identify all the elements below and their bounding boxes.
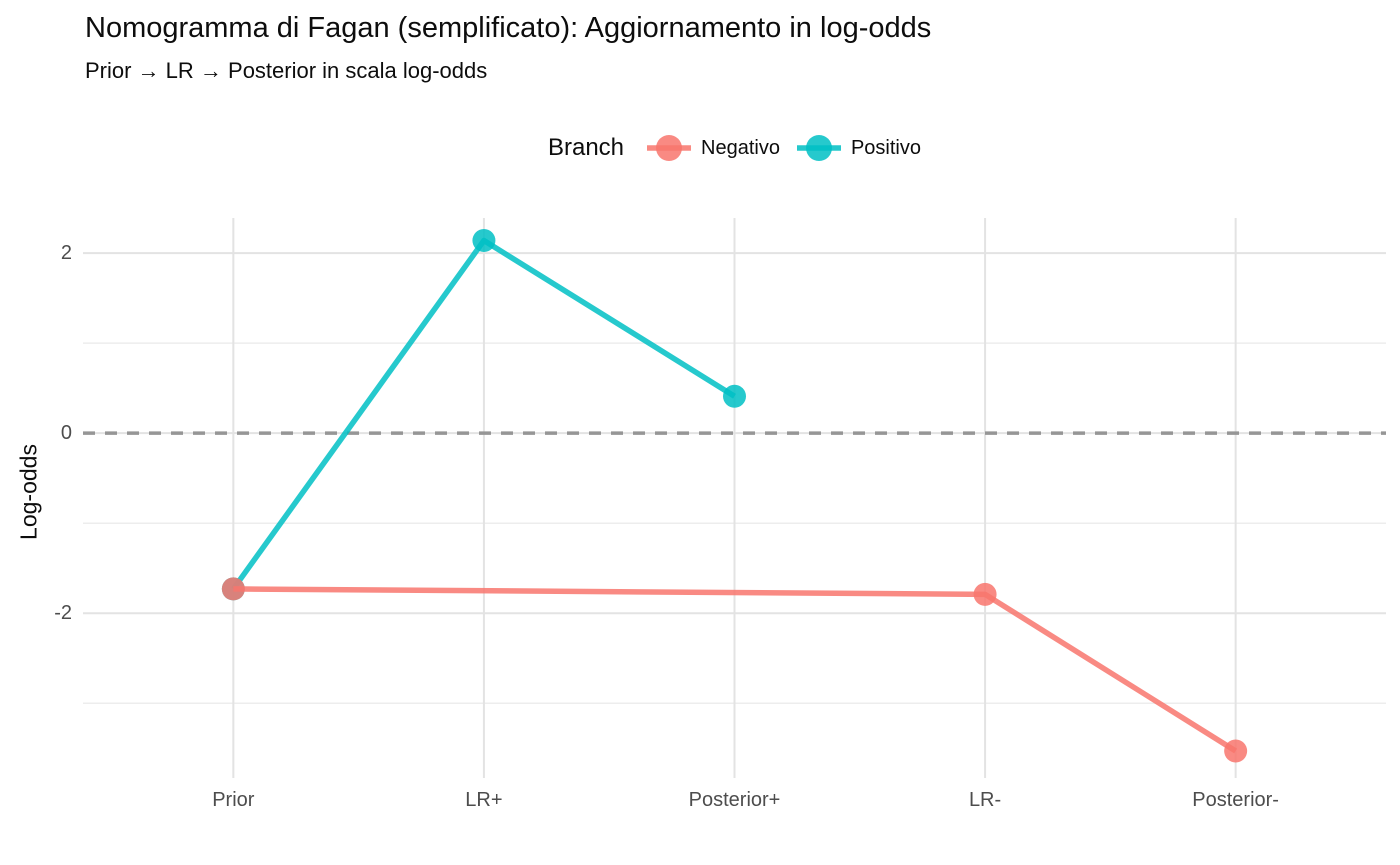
chart-panel [83,218,1386,778]
y-axis-title: Log-odds [15,444,42,540]
legend-key-icon-negativo [647,135,692,161]
legend: Branch Negativo Positivo [83,128,1386,168]
data-point-negativo [1224,739,1248,763]
y-axis-tick-label: 0 [60,422,72,445]
legend-label: Positivo [850,136,921,159]
x-axis-tick-label: Posterior+ [688,789,781,811]
chart-title: Nomogramma di Fagan (semplificato): Aggi… [85,12,932,44]
x-axis-tick-label: Prior [212,789,255,811]
legend-label: Negativo [701,136,780,159]
legend-item-negativo: Negativo [646,131,780,165]
chart-subtitle: Prior → LR → Posterior in scala log-odds [85,58,488,83]
x-axis-tick-label: LR- [968,789,1002,811]
legend-title: Branch [547,134,625,161]
data-point-positivo [723,384,746,408]
y-axis-tick-label: 2 [60,242,72,265]
data-point-negativo [221,577,245,601]
data-point-negativo [973,582,997,606]
legend-key-icon-positivo [796,135,841,161]
x-axis-tick-label: Posterior- [1192,789,1279,811]
y-axis-tick-label: -2 [54,602,72,625]
data-point-positivo [472,229,496,253]
legend-item-positivo: Positivo [796,131,921,165]
x-axis-tick-label: LR+ [465,789,503,811]
